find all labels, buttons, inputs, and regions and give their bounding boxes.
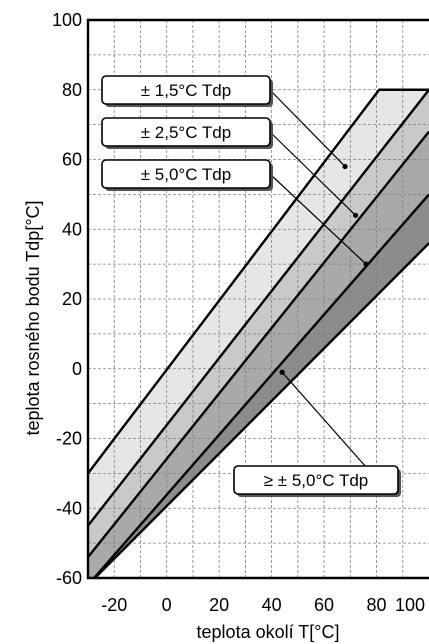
annotation-marker xyxy=(352,212,359,218)
y-tick-label: 20 xyxy=(62,289,82,309)
x-axis-label: teplota okolí T[°C] xyxy=(197,622,340,642)
x-tick-label: 100 xyxy=(395,595,425,615)
y-tick-label: 40 xyxy=(62,219,82,239)
y-tick-label: 80 xyxy=(62,80,82,100)
y-axis-label: teplota rosného bodu Tdp[°C] xyxy=(23,200,43,435)
annotation-label: ± 1,5°C Tdp xyxy=(141,81,231,100)
boundary-lines xyxy=(88,88,429,578)
y-tick-label: -40 xyxy=(56,498,82,518)
boundary-line-4 xyxy=(92,193,429,578)
boundary-line-1 xyxy=(88,88,429,475)
annotation-leader xyxy=(281,371,366,467)
x-tick-label: 80 xyxy=(367,595,387,615)
x-tick-label: 20 xyxy=(209,595,229,615)
plot-frame xyxy=(86,18,429,580)
y-tick-label: 100 xyxy=(52,10,82,30)
annotation-label: ± 5,0°C Tdp xyxy=(141,165,231,184)
annotations: ± 1,5°C Tdp ± 2,5°C Tdp ± 5,0°C Tdp ≥ ± 5,0… xyxy=(101,75,401,497)
y-tick-label: 60 xyxy=(62,150,82,170)
annotation-marker xyxy=(279,369,285,375)
x-tick-label: 40 xyxy=(262,595,282,615)
y-tick-label: -60 xyxy=(56,568,82,588)
annotation-leader xyxy=(269,89,346,167)
boundary-line-5 xyxy=(93,242,429,578)
y-tick-label: 0 xyxy=(72,359,82,379)
annotation-marker xyxy=(342,163,348,170)
annotation-box xyxy=(101,117,271,147)
annotation-label: ± 2,5°C Tdp xyxy=(141,123,231,142)
y-tick-label: -20 xyxy=(56,429,82,449)
annotation-box xyxy=(101,159,271,189)
annotation-label: ≥ ± 5,0°C Tdp xyxy=(264,471,369,490)
boundary-line-3 xyxy=(88,130,429,558)
band-3 xyxy=(88,131,429,578)
x-tick-label: 60 xyxy=(314,595,334,615)
tick-labels: 100 80 60 40 20 0 -20 -40 -60 -20 0 20 40 60 80 100 xyxy=(52,10,425,615)
band-2 xyxy=(88,89,429,558)
boundary-line-2 xyxy=(88,89,429,527)
annotation-box xyxy=(101,75,271,105)
annotation-leaders xyxy=(269,89,369,467)
annotation-marker xyxy=(363,261,369,267)
axes-frame xyxy=(86,18,429,580)
annotation-box xyxy=(233,465,399,495)
x-tick-label: -20 xyxy=(101,595,127,615)
x-tick-label: 0 xyxy=(162,595,172,615)
annotation-leader xyxy=(269,173,367,265)
annotation-leader xyxy=(269,131,356,216)
